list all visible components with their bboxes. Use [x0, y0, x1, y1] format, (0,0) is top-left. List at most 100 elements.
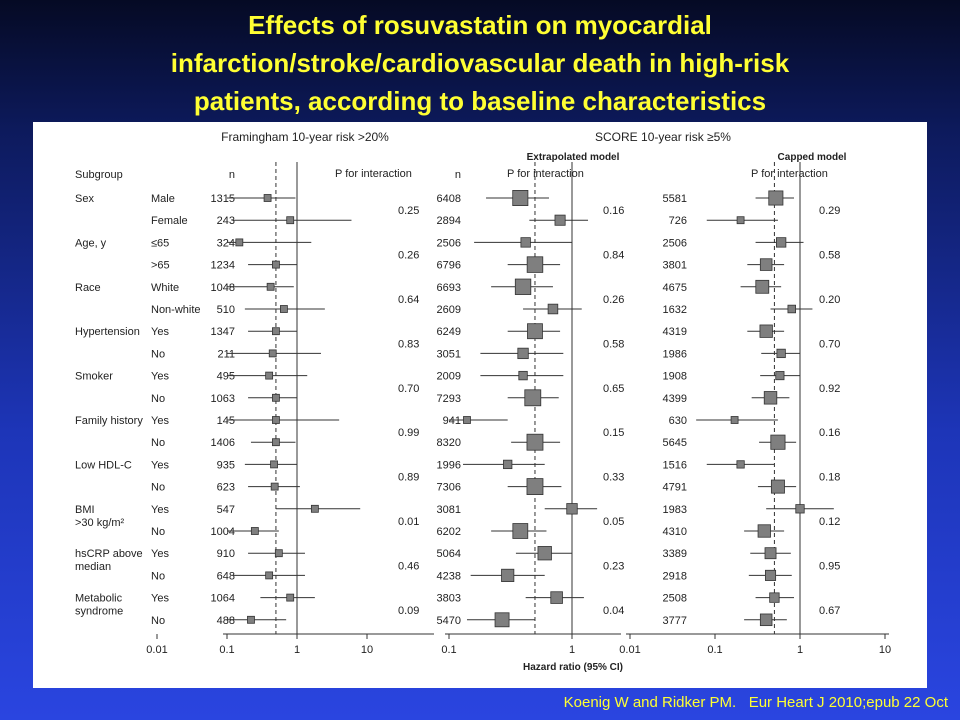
capped-n-9: 4399 — [663, 393, 687, 405]
capped-n-12: 1516 — [663, 459, 687, 471]
extrapolated-p-17: 0.23 — [603, 560, 624, 572]
extrapolated-n-15: 6202 — [437, 526, 461, 538]
extrapolated-point-7 — [517, 347, 529, 360]
framingham-p-17: 0.46 — [398, 560, 419, 572]
framingham-n-18: 1064 — [211, 593, 235, 605]
subgroup-level-13: No — [151, 482, 165, 494]
framingham-p-11: 0.99 — [398, 427, 419, 439]
framingham-n-6: 1347 — [211, 326, 235, 338]
capped-p-17: 0.95 — [819, 560, 840, 572]
framingham-tick-label-1: 0.1 — [219, 644, 234, 656]
framingham-point-9 — [272, 393, 280, 402]
capped-n-8: 1908 — [663, 371, 687, 383]
framingham-n-0: 1315 — [211, 193, 235, 205]
framingham-n-15: 1004 — [211, 526, 235, 538]
framingham-point-15 — [250, 527, 259, 535]
subgroup-header: Subgroup — [75, 169, 123, 181]
extrapolated-n-header: n — [455, 169, 461, 181]
framingham-n-2: 324 — [217, 237, 235, 249]
subgroup-level-18: Yes — [151, 593, 169, 605]
capped-point-2 — [775, 237, 787, 248]
framingham-tick-label-3: 10 — [361, 644, 373, 656]
extrapolated-p-15: 0.05 — [603, 516, 624, 528]
capped-tick-label-2: 1 — [797, 644, 803, 656]
framingham-p-5: 0.64 — [398, 294, 419, 306]
extrapolated-tick-label-0: 0.1 — [441, 644, 456, 656]
framingham-point-0 — [263, 194, 272, 202]
capped-n-6: 4319 — [663, 326, 687, 338]
extrapolated-n-10: 941 — [443, 415, 461, 427]
subgroup-label-0: Sex — [75, 193, 94, 205]
capped-p-header: P for interaction — [751, 168, 828, 180]
framingham-point-6 — [272, 327, 280, 336]
extrapolated-n-1: 2894 — [437, 215, 461, 227]
extrapolated-p-13: 0.33 — [603, 472, 624, 484]
capped-n-1: 726 — [669, 215, 687, 227]
capped-point-10 — [730, 416, 739, 424]
extrapolated-point-3 — [526, 256, 544, 273]
capped-point-4 — [755, 279, 770, 294]
capped-point-17 — [764, 569, 777, 581]
framingham-n-13: 623 — [217, 482, 235, 494]
capped-model-title: Capped model — [778, 152, 847, 163]
framingham-n-9: 1063 — [211, 393, 235, 405]
extrapolated-n-13: 7306 — [437, 482, 461, 494]
capped-point-14 — [795, 504, 805, 514]
framingham-point-5 — [280, 305, 288, 313]
subgroup-level-10: Yes — [151, 415, 169, 427]
subgroup-level-0: Male — [151, 193, 175, 205]
capped-n-10: 630 — [669, 415, 687, 427]
score-panel-title: SCORE 10-year risk ≥5% — [595, 130, 731, 144]
subgroup-level-19: No — [151, 615, 165, 627]
extrapolated-point-14 — [566, 503, 578, 515]
subgroup-level-9: No — [151, 393, 165, 405]
framingham-p-3: 0.26 — [398, 250, 419, 262]
extrapolated-point-17 — [501, 568, 515, 582]
forest-plot-panel: Framingham 10-year risk >20% SCORE 10-yea… — [33, 122, 927, 688]
subgroup-level-16: Yes — [151, 548, 169, 560]
title-line-1: Effects of rosuvastatin on myocardial — [248, 10, 712, 40]
forest-plot: Framingham 10-year risk >20% SCORE 10-yea… — [75, 130, 891, 673]
framingham-point-4 — [266, 282, 275, 291]
extrapolated-n-14: 3081 — [437, 504, 461, 516]
capped-n-5: 1632 — [663, 304, 687, 316]
extrapolated-p-9: 0.65 — [603, 383, 624, 395]
extrapolated-n-2: 2506 — [437, 237, 461, 249]
subgroup-label-10: Family history — [75, 415, 143, 427]
framingham-point-16 — [274, 549, 283, 558]
capped-point-19 — [759, 613, 773, 627]
subgroup-label-12: Low HDL-C — [75, 459, 132, 471]
capped-p-13: 0.18 — [819, 472, 840, 484]
subgroup-label-16: hsCRP above — [75, 548, 143, 560]
extrapolated-p-19: 0.04 — [603, 605, 624, 617]
extrapolated-n-11: 8320 — [437, 437, 461, 449]
framingham-point-18 — [286, 593, 295, 602]
subgroup-label-18: Metabolic — [75, 593, 123, 605]
extrapolated-point-19 — [494, 612, 510, 628]
extrapolated-p-7: 0.58 — [603, 338, 624, 350]
framingham-point-19 — [247, 615, 255, 624]
extrapolated-point-9 — [524, 389, 542, 407]
subgroup-label2-16: median — [75, 561, 111, 573]
extrapolated-p-header: P for interaction — [507, 168, 584, 180]
framingham-n-10: 145 — [217, 415, 235, 427]
capped-p-19: 0.67 — [819, 605, 840, 617]
framingham-n-16: 910 — [217, 548, 235, 560]
capped-n-15: 4310 — [663, 526, 687, 538]
extrapolated-n-3: 6796 — [437, 260, 461, 272]
extrapolated-n-19: 5470 — [437, 615, 461, 627]
capped-tick-label-3: 10 — [879, 644, 891, 656]
citation: Koenig W and Ridker PM. Eur Heart J 2010… — [563, 694, 948, 711]
extrapolated-p-1: 0.16 — [603, 205, 624, 217]
extrapolated-point-5 — [547, 303, 559, 315]
capped-p-7: 0.70 — [819, 338, 840, 350]
framingham-p-13: 0.89 — [398, 472, 419, 484]
extrapolated-p-3: 0.84 — [603, 250, 624, 262]
extrapolated-p-5: 0.26 — [603, 294, 624, 306]
subgroup-label-6: Hypertension — [75, 326, 140, 338]
framingham-tick-label-2: 1 — [294, 644, 300, 656]
framingham-n-11: 1406 — [211, 437, 235, 449]
subgroup-label-4: Race — [75, 282, 101, 294]
framingham-n-8: 495 — [217, 371, 235, 383]
extrapolated-p-11: 0.15 — [603, 427, 624, 439]
